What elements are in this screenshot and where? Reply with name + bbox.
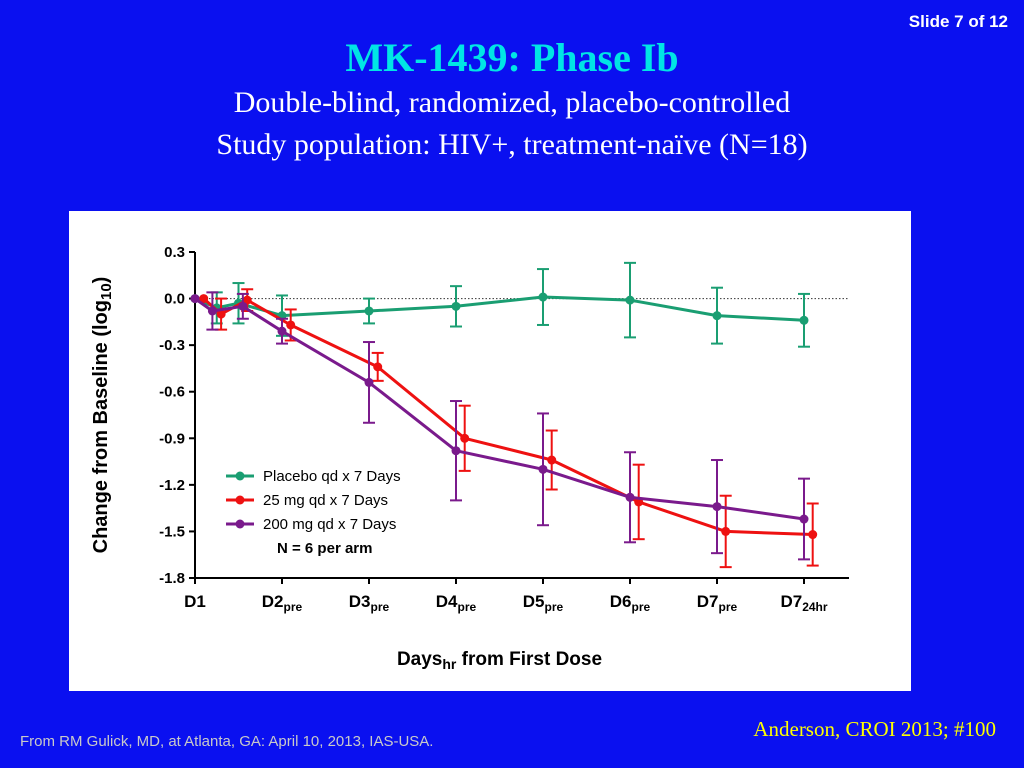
y-tick-label: -0.3: [159, 337, 185, 354]
x-tick-label: D3pre: [349, 592, 390, 614]
viral-load-chart: 0.3 0.0 -0.3 -0.6 -0.9 -1.2 -1.5 -1.8 D1 D2pre D3p…: [90, 244, 849, 672]
mg25-data-point: [373, 362, 383, 372]
y-tick-label: 0.3: [164, 244, 185, 261]
mg200-data-point: [207, 306, 217, 316]
legend-marker-mg25: [235, 495, 245, 505]
y-axis-title: Change from Baseline (log10): [90, 277, 115, 554]
mg200-data-point: [277, 326, 287, 336]
x-tick-label: D4pre: [436, 592, 477, 614]
placebo-data-point: [799, 315, 809, 325]
mg200-data-point: [712, 502, 722, 512]
legend-note: N = 6 per arm: [277, 540, 372, 557]
citation: Anderson, CROI 2013; #100: [753, 717, 996, 741]
placebo-series-line: [194, 295, 805, 322]
y-tick-label: -1.8: [159, 570, 185, 587]
legend-label-mg200: 200 mg qd x 7 Days: [263, 516, 396, 533]
placebo-data-point: [451, 301, 461, 311]
mg25-data-point: [721, 526, 731, 536]
mg25-data-point: [547, 455, 557, 465]
mg200-data-point: [364, 377, 374, 387]
legend-label-mg25: 25 mg qd x 7 Days: [263, 492, 388, 509]
mg25-data-point: [216, 309, 226, 319]
mg200-data-point: [190, 294, 200, 304]
legend-marker-mg200: [235, 519, 245, 529]
slide-number: Slide 7 of 12: [908, 12, 1008, 31]
subtitle-population: Study population: HIV+, treatment-naïve …: [216, 128, 808, 161]
y-tick-label: 0.0: [164, 291, 185, 308]
x-tick-label: D6pre: [610, 592, 651, 614]
source-note: From RM Gulick, MD, at Atlanta, GA: Apri…: [20, 733, 434, 750]
mg200-data-point: [625, 492, 635, 502]
x-tick-label: D1: [184, 592, 206, 611]
slide-title: MK-1439: Phase Ib: [345, 35, 679, 80]
legend-label-placebo: Placebo qd x 7 Days: [263, 468, 401, 485]
placebo-data-point: [712, 311, 722, 321]
y-tick-label: -0.9: [159, 430, 185, 447]
subtitle-design: Double-blind, randomized, placebo-contro…: [233, 86, 791, 119]
mg200-data-point: [238, 301, 248, 311]
mg25-data-point: [199, 294, 209, 304]
mg25-data-point: [808, 530, 818, 540]
mg200-series-line: [194, 297, 805, 521]
y-tick-label: -1.5: [159, 523, 185, 540]
x-axis-title: Dayshr from First Dose: [397, 649, 602, 672]
x-tick-label: D7pre: [697, 592, 738, 614]
mg25-data-point: [460, 433, 470, 443]
placebo-data-point: [625, 295, 635, 305]
mg200-data-point: [799, 514, 809, 524]
chart-panel: 0.3 0.0 -0.3 -0.6 -0.9 -1.2 -1.5 -1.8 D1 D2pre D3p…: [69, 211, 911, 691]
y-tick-label: -0.6: [159, 384, 185, 401]
mg200-data-point: [451, 446, 461, 456]
x-tick-label: D2pre: [262, 592, 303, 614]
x-tick-label: D724hr: [780, 592, 827, 614]
legend-marker-placebo: [235, 471, 245, 481]
mg200-data-point: [538, 464, 548, 474]
mg25-data-point: [286, 320, 296, 330]
placebo-data-point: [364, 306, 374, 316]
x-tick-label: D5pre: [523, 592, 564, 614]
placebo-data-point: [538, 292, 548, 302]
y-tick-label: -1.2: [159, 477, 185, 494]
